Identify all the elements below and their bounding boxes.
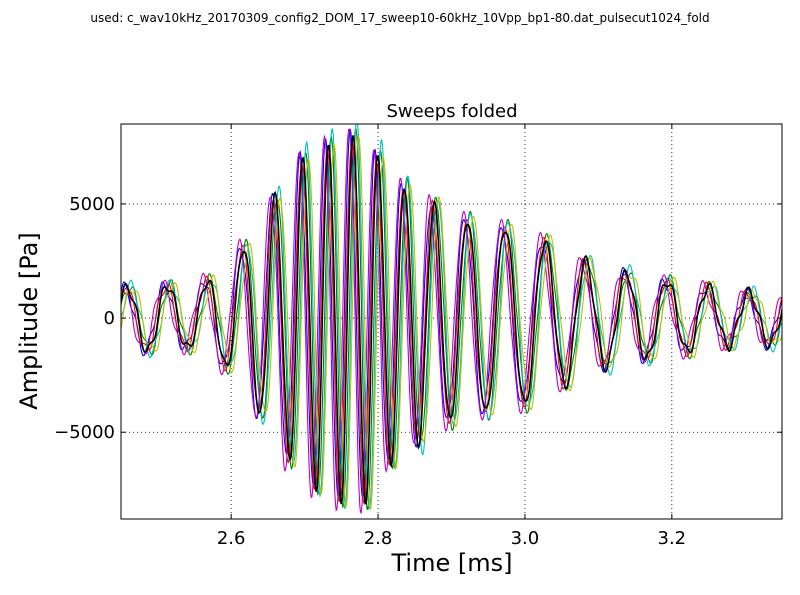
plot-lines (121, 124, 782, 514)
chart-title: Sweeps folded (386, 101, 517, 122)
x-tick-label: 2.6 (217, 528, 246, 549)
plot-frame (120, 123, 783, 520)
x-axis-label: Time [ms] (391, 549, 513, 577)
y-tick-label: 0 (104, 308, 115, 329)
series-line (121, 128, 782, 511)
x-tick-label: 3.2 (658, 528, 687, 549)
series-line (121, 128, 782, 514)
used-filename-label: used: c_wav10kHz_20170309_config2_DOM_17… (90, 11, 709, 25)
y-axis-label: Amplitude [Pa] (15, 232, 43, 409)
series-line (121, 141, 782, 506)
x-tick-label: 2.8 (364, 528, 393, 549)
series-line (121, 135, 782, 511)
series-line (121, 135, 782, 505)
y-tick-label: −5000 (54, 422, 115, 443)
axis-ticks: 2.6 2.8 3.0 3.2 −5000 0 5000 (54, 124, 782, 549)
x-tick-label: 3.0 (511, 528, 540, 549)
y-tick-label: 5000 (69, 194, 115, 215)
